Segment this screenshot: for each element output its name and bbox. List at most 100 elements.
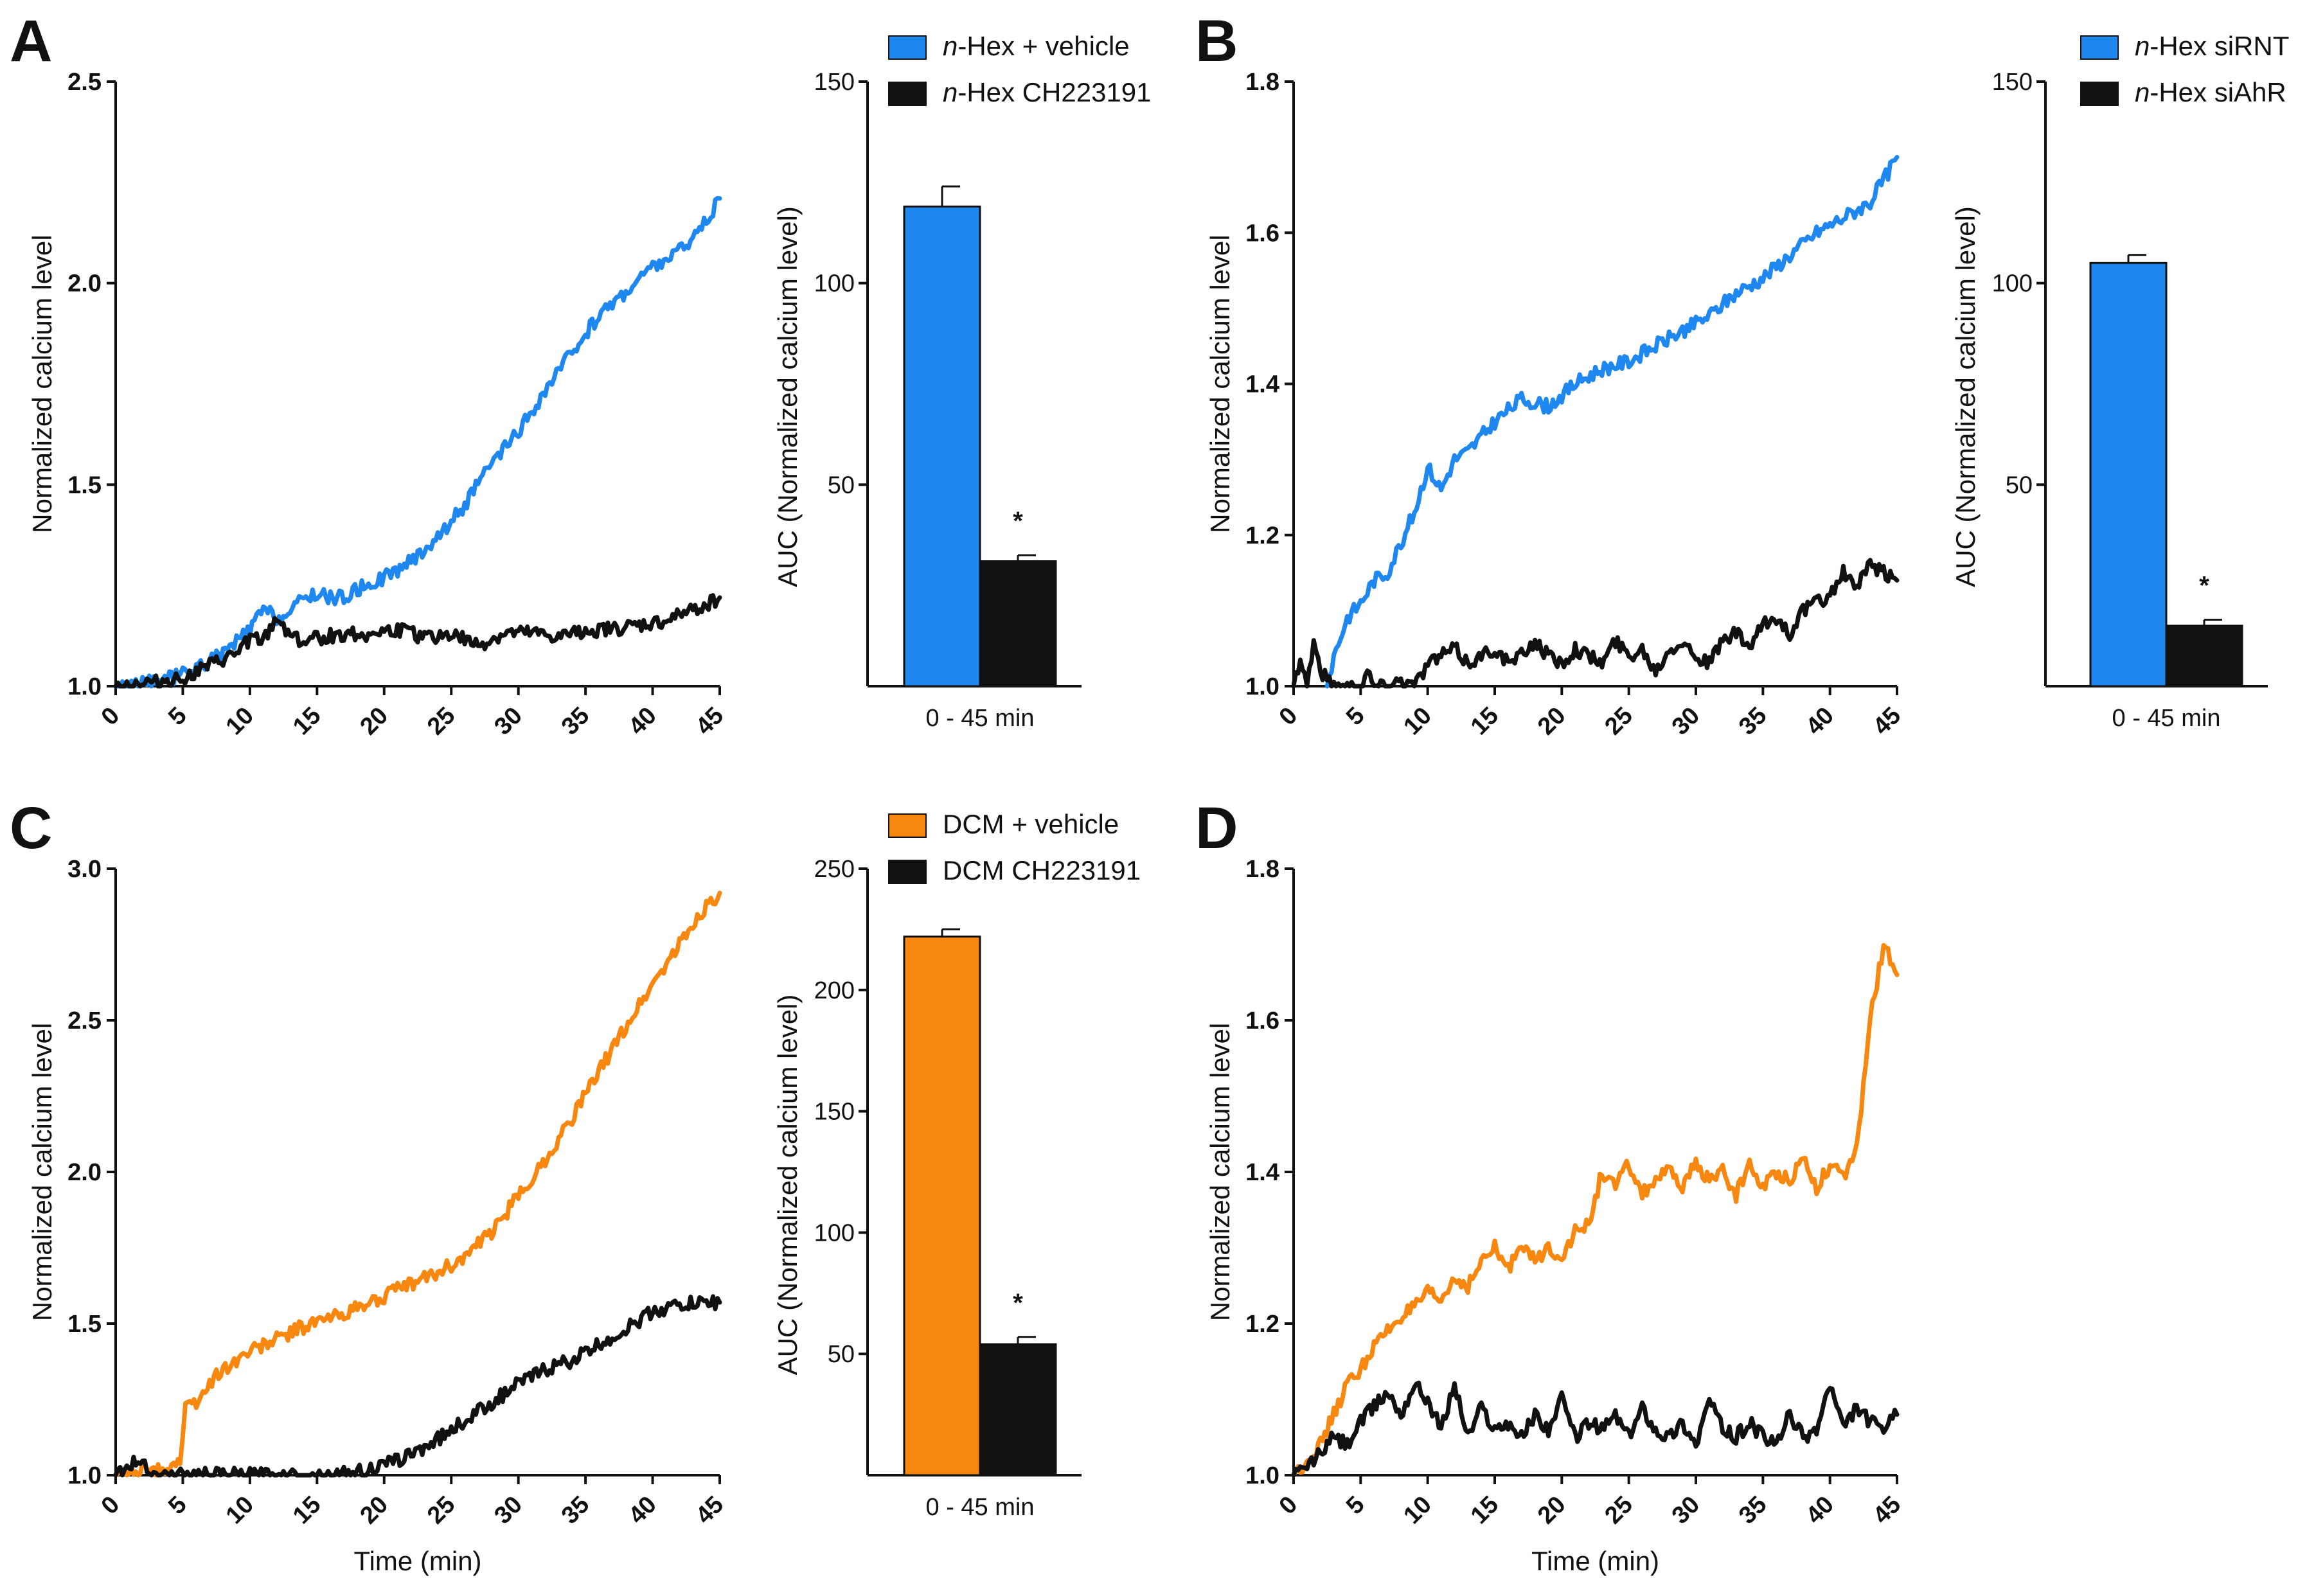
x-tick-label-b-line: 45 xyxy=(1868,702,1907,741)
x-tick-label-c-line: 5 xyxy=(163,1491,192,1520)
trace-b-line-n-hex-sirnt xyxy=(1324,155,1900,689)
x-tick-label-b-line: 20 xyxy=(1533,702,1571,741)
x-tick-label-a-line: 15 xyxy=(288,702,326,741)
x-tick-label-d-line: 5 xyxy=(1341,1491,1370,1520)
x-axis-title-d-line: Time (min) xyxy=(1531,1546,1659,1576)
y-tick-label-a-bar: 100 xyxy=(814,270,855,297)
legend-swatch-b-bar-0 xyxy=(2080,35,2119,60)
y-tick-label-c-line: 2.0 xyxy=(67,1159,102,1186)
y-tick-label-a-line: 2.5 xyxy=(67,69,102,96)
x-tick-label-c-line: 15 xyxy=(288,1491,326,1530)
y-tick-label-a-bar: 150 xyxy=(814,69,855,96)
line-chart-d-line: 1.0 1.2 1.4 1.6 1.8 0 5 10 15 20 25 30 35 40 45 Normali… xyxy=(1205,856,1906,1576)
panel-letter-c: C xyxy=(10,795,52,861)
y-tick-label-c-bar: 150 xyxy=(814,1099,855,1126)
significance-marker-c-bar: * xyxy=(1013,1289,1023,1317)
y-tick-label-c-line: 1.5 xyxy=(67,1311,102,1338)
legend-label-c-bar-0: DCM + vehicle xyxy=(943,809,1119,839)
bar-chart-a-bar: 50 100 150 AUC (Normalized calcium level) * 0… xyxy=(772,31,1152,732)
y-tick-label-b-line: 1.2 xyxy=(1245,522,1279,549)
x-tick-label-c-line: 30 xyxy=(489,1491,528,1530)
line-chart-a-line: 1.0 1.5 2.0 2.5 0 5 10 15 20 25 30 35 40 45 Normalized… xyxy=(27,69,729,740)
trace-b-line-n-hex-siahr xyxy=(1291,558,1900,689)
x-tick-label-a-line: 45 xyxy=(691,702,729,741)
x-tick-label-a-line: 25 xyxy=(422,702,461,741)
bar-a-bar-treated xyxy=(979,560,1057,687)
y-tick-label-a-line: 1.0 xyxy=(67,673,102,700)
x-tick-label-a-line: 10 xyxy=(221,702,260,741)
x-tick-label-d-line: 10 xyxy=(1398,1491,1437,1530)
y-tick-label-b-bar: 100 xyxy=(1992,270,2033,297)
legend-label-a-bar-1: n-Hex CH223191 xyxy=(943,77,1152,107)
trace-c-line-dcm-vehicle xyxy=(113,891,722,1478)
y-axis-title-c-line: Normalized calcium level xyxy=(27,1023,57,1321)
legend-swatch-c-bar-0 xyxy=(888,813,927,838)
panel-letter-b: B xyxy=(1195,8,1238,74)
y-axis-title-d-line: Normalized calcium level xyxy=(1205,1023,1235,1321)
error-bar-b-bar-0 xyxy=(2127,254,2146,263)
x-tick-label-d-line: 15 xyxy=(1466,1491,1504,1530)
error-bar-c-bar-1 xyxy=(1017,1336,1036,1345)
line-chart-b-line: 1.0 1.2 1.4 1.6 1.8 0 5 10 15 20 25 30 35 40 45 Normali… xyxy=(1205,69,1906,740)
legend-label-b-bar-1: n-Hex siAhR xyxy=(2135,77,2286,107)
bar-b-bar-control xyxy=(2089,262,2168,687)
panel-letter-a: A xyxy=(10,8,52,74)
y-tick-label-b-line: 1.8 xyxy=(1245,69,1279,96)
x-tick-label-b-line: 25 xyxy=(1599,702,1638,741)
legend-swatch-a-bar-1 xyxy=(888,82,927,106)
bar-c-bar-treated xyxy=(979,1343,1057,1476)
y-tick-label-c-line: 3.0 xyxy=(67,856,102,883)
x-tick-label-b-line: 5 xyxy=(1341,702,1370,731)
panel-letter-d: D xyxy=(1195,795,1238,861)
x-tick-label-d-line: 40 xyxy=(1801,1491,1839,1530)
y-axis-title-c-bar: AUC (Normalized calcium level) xyxy=(772,995,803,1376)
y-tick-label-a-line: 2.0 xyxy=(67,270,102,297)
trace-c-line-dcm-ch223191 xyxy=(113,1294,722,1478)
x-tick-label-d-line: 30 xyxy=(1667,1491,1706,1530)
error-bar-a-bar-1 xyxy=(1017,554,1036,562)
y-tick-label-b-line: 1.6 xyxy=(1245,220,1279,247)
y-tick-label-c-bar: 200 xyxy=(814,977,855,1004)
x-tick-label-b-line: 15 xyxy=(1466,702,1504,741)
y-tick-label-b-line: 1.4 xyxy=(1245,371,1279,398)
y-tick-label-b-line: 1.0 xyxy=(1245,673,1279,700)
significance-marker-b-bar: * xyxy=(2199,571,2209,599)
x-tick-label-a-line: 20 xyxy=(355,702,394,741)
y-tick-label-c-line: 1.0 xyxy=(67,1462,102,1489)
y-tick-label-a-line: 1.5 xyxy=(67,472,102,499)
x-tick-label-a-line: 35 xyxy=(557,702,595,741)
y-axis-title-b-bar: AUC (Normalized calcium level) xyxy=(1950,206,1981,587)
x-tick-label-b-line: 30 xyxy=(1667,702,1706,741)
y-tick-label-d-line: 1.2 xyxy=(1245,1311,1279,1338)
trace-d-line-dcm-siahr xyxy=(1291,1380,1900,1478)
y-tick-label-c-bar: 50 xyxy=(828,1341,855,1368)
x-tick-label-c-line: 35 xyxy=(557,1491,595,1530)
y-axis-title-a-bar: AUC (Normalized calcium level) xyxy=(772,206,803,587)
y-tick-label-d-line: 1.8 xyxy=(1245,856,1279,883)
legend-label-c-bar-1: DCM CH223191 xyxy=(943,855,1141,885)
bar-chart-b-bar: 50 100 150 AUC (Normalized calcium level) * 0… xyxy=(1950,31,2289,732)
y-tick-label-c-bar: 100 xyxy=(814,1219,855,1246)
line-chart-c-line: 1.0 1.5 2.0 2.5 3.0 0 5 10 15 20 25 30 35 40 45 Normali… xyxy=(27,856,729,1576)
trace-a-line-n-hex-ch223191 xyxy=(113,593,722,689)
y-tick-label-d-line: 1.0 xyxy=(1245,1462,1279,1489)
x-tick-label-d-line: 0 xyxy=(1274,1491,1303,1520)
x-tick-label-d-line: 20 xyxy=(1533,1491,1571,1530)
x-axis-title-c-line: Time (min) xyxy=(353,1546,481,1576)
x-tick-label-d-line: 25 xyxy=(1599,1491,1638,1530)
x-tick-label-d-line: 45 xyxy=(1868,1491,1907,1530)
bar-c-bar-control xyxy=(903,935,981,1476)
bar-b-bar-treated xyxy=(2165,625,2243,687)
y-tick-label-c-line: 2.5 xyxy=(67,1007,102,1034)
x-category-label-a-bar: 0 - 45 min xyxy=(926,705,1035,732)
x-tick-label-c-line: 25 xyxy=(422,1491,461,1530)
x-tick-label-d-line: 35 xyxy=(1734,1491,1772,1530)
plot-layer: 1.0 1.5 2.0 2.5 0 5 10 15 20 25 30 35 40 45 Normalized… xyxy=(27,31,2289,1576)
error-bar-c-bar-0 xyxy=(941,928,960,937)
legend-swatch-b-bar-1 xyxy=(2080,82,2119,106)
error-bar-b-bar-1 xyxy=(2203,618,2222,626)
y-axis-title-a-line: Normalized calcium level xyxy=(27,235,57,533)
x-category-label-c-bar: 0 - 45 min xyxy=(926,1494,1035,1521)
x-tick-label-c-line: 20 xyxy=(355,1491,394,1530)
